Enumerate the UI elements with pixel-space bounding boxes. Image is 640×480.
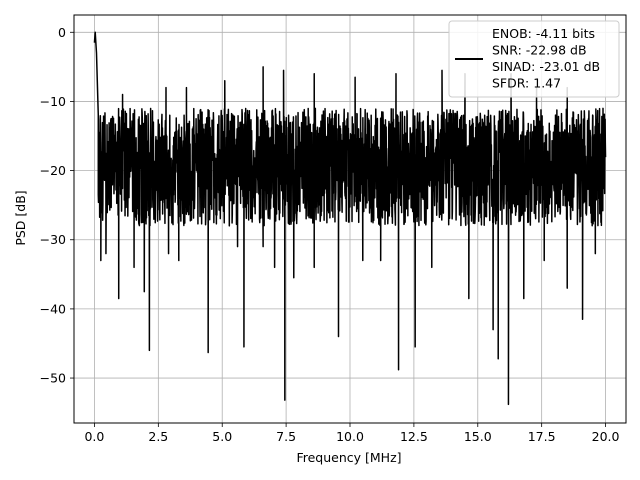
x-tick-label: 17.5 (528, 429, 556, 444)
y-tick-label: −50 (40, 371, 66, 386)
y-tick-label: 0 (58, 25, 66, 40)
plot-area: 0.0 2.5 5.0 7.5 10.0 12.5 15.0 17.5 20.0 0 −10 −20 −… (40, 14, 627, 444)
legend-entry-line: SINAD: -23.01 dB (492, 59, 600, 74)
y-tick-label: −10 (40, 94, 66, 109)
x-tick-label: 15.0 (464, 429, 492, 444)
x-tick-label: 2.5 (148, 429, 168, 444)
x-tick-label: 10.0 (336, 429, 364, 444)
y-tick-label: −20 (40, 163, 66, 178)
legend-box (448, 20, 620, 98)
x-tick-label: 5.0 (212, 429, 232, 444)
y-tick-label: −40 (40, 301, 66, 316)
x-tick-label: 7.5 (276, 429, 296, 444)
series-line (93, 31, 607, 406)
legend-entry-line: ENOB: -4.11 bits (492, 26, 595, 41)
legend-entry-line: SNR: -22.98 dB (492, 43, 587, 58)
x-tick-label: 0.0 (84, 429, 104, 444)
x-tick-label: 20.0 (592, 429, 620, 444)
x-tick-label: 12.5 (400, 429, 428, 444)
x-axis-label: Frequency [MHz] (296, 450, 401, 465)
legend-entry-line: SFDR: 1.47 (492, 76, 561, 91)
y-tick-label: −30 (40, 232, 66, 247)
y-axis-label: PSD [dB] (13, 190, 28, 245)
